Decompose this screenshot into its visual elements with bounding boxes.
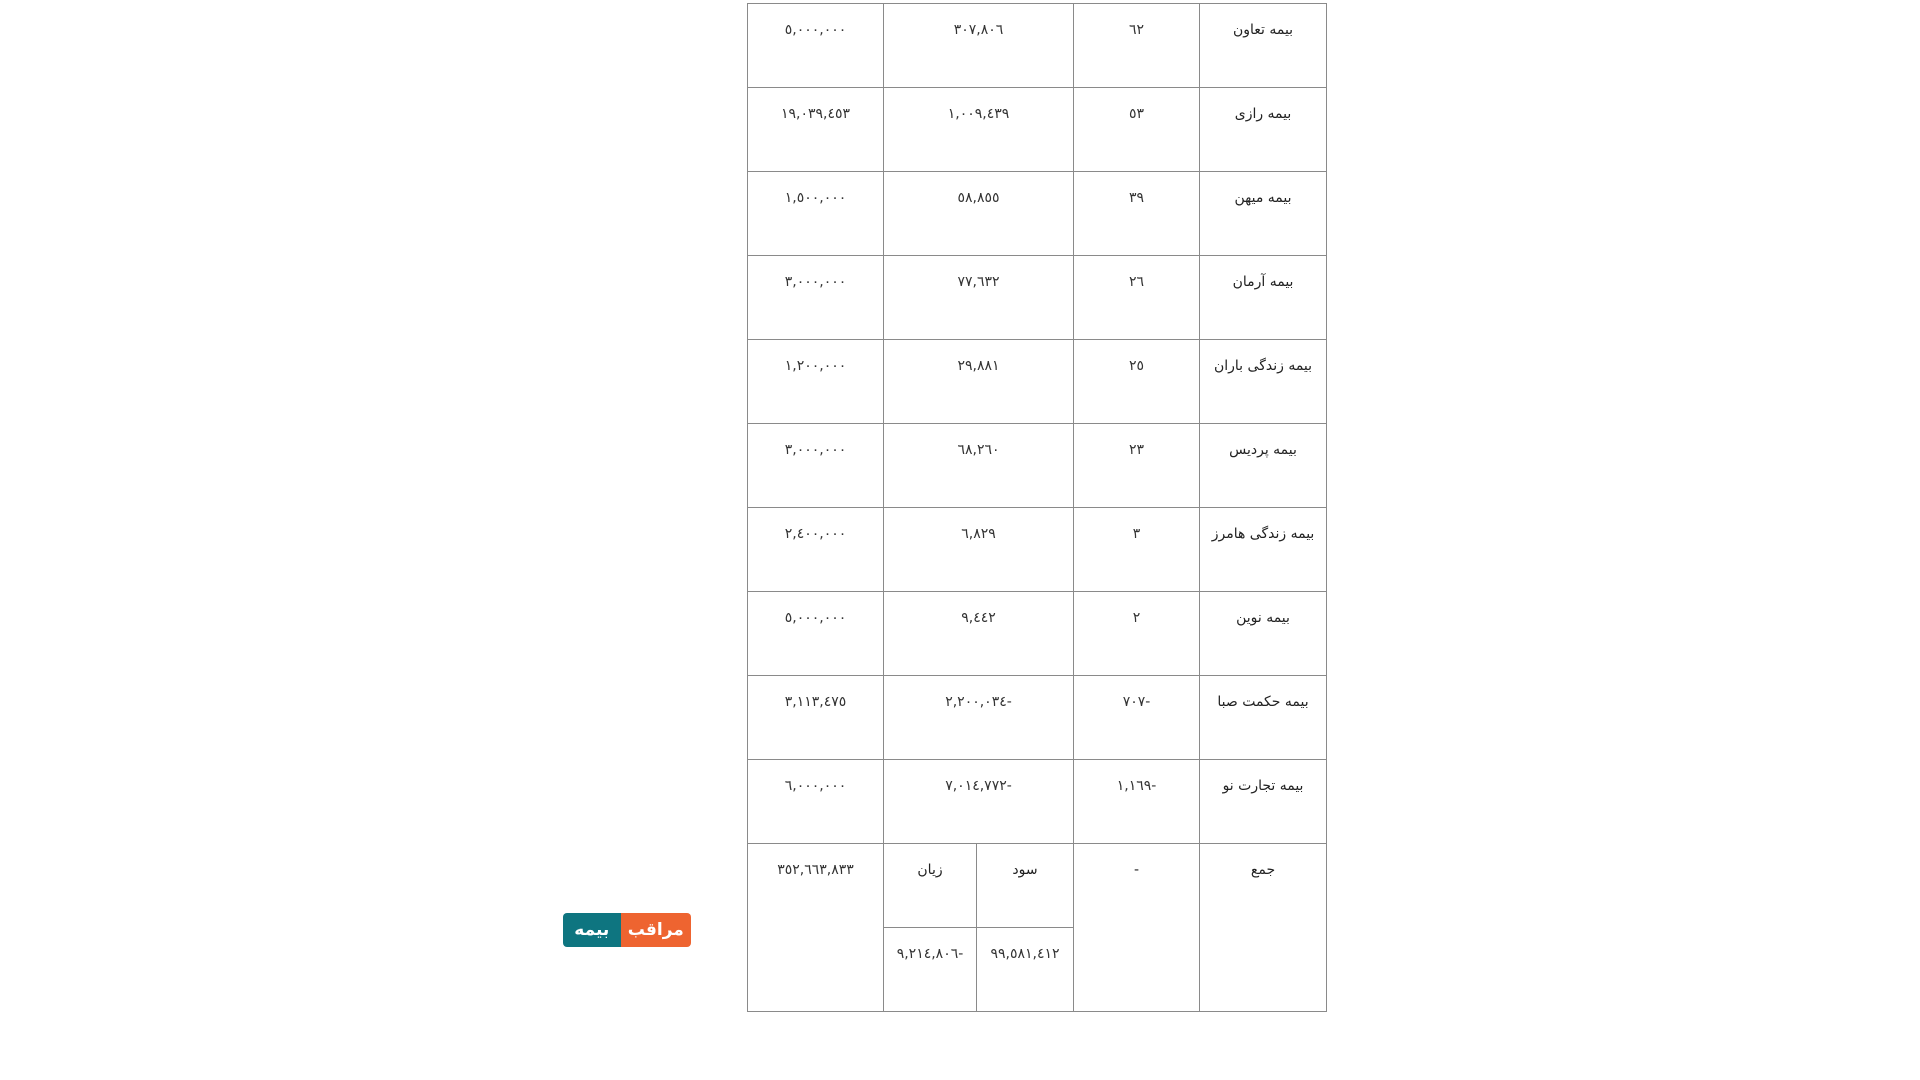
cell-capital: ٣,٠٠٠,٠٠٠ (747, 423, 884, 508)
cell-count: ٢٦ (1073, 255, 1201, 340)
cell-capital: ٣,٠٠٠,٠٠٠ (747, 255, 884, 340)
cell-profit: ٣٠٧,٨٠٦ (882, 3, 1075, 88)
cell-capital: ١,٥٠٠,٠٠٠ (747, 171, 884, 256)
table-row: بیمه زندگی باران ٢٥ ٢٩,٨٨١ ١,٢٠٠,٠٠٠ (747, 339, 1328, 424)
table-row: بیمه آرمان ٢٦ ٧٧,٦٣٢ ٣,٠٠٠,٠٠٠ (747, 255, 1328, 340)
total-values-row: ٩٩,٥٨١,٤١٢ -٩,٢١٤,٨٠٦ (748, 927, 1327, 1012)
table-body: بیمه تعاون ٦٢ ٣٠٧,٨٠٦ ٥,٠٠٠,٠٠٠ بیمه رازی ٥٣ ١… (747, 3, 1328, 1012)
cell-company-name: بیمه زندگی هامرز (1199, 507, 1328, 592)
total-profit: ٩٩,٥٨١,٤١٢ (976, 927, 1075, 1012)
cell-company-name: بیمه نوین (1199, 591, 1328, 676)
table-row: بیمه حکمت صبا -٧٠٧ -٢,٢٠٠,٠٣٤ ٣,١١٣,٤٧٥ (747, 675, 1328, 760)
cell-count: -١,١٦٩ (1073, 759, 1201, 844)
cell-count: -٧٠٧ (1073, 675, 1201, 760)
cell-company-name: بیمه آرمان (1199, 255, 1328, 340)
cell-profit: ١,٠٠٩,٤٣٩ (882, 87, 1075, 172)
cell-count: ٦٢ (1073, 3, 1201, 88)
cell-count: ٣ (1073, 507, 1201, 592)
table-row: بیمه تعاون ٦٢ ٣٠٧,٨٠٦ ٥,٠٠٠,٠٠٠ (747, 3, 1328, 88)
cell-company-name: بیمه میهن (1199, 171, 1328, 256)
table-row: بیمه پردیس ٢٣ ٦٨,٢٦٠ ٣,٠٠٠,٠٠٠ (747, 423, 1328, 508)
table-row: بیمه میهن ٣٩ ٥٨,٨٥٥ ١,٥٠٠,٠٠٠ (747, 171, 1328, 256)
table-row: بیمه زندگی هامرز ٣ ٦,٨٢٩ ٢,٤٠٠,٠٠٠ (747, 507, 1328, 592)
cell-company-name: بیمه رازی (1199, 87, 1328, 172)
total-loss: -٩,٢١٤,٨٠٦ (882, 927, 978, 1012)
cell-count: ٢٥ (1073, 339, 1201, 424)
cell-capital: ٥,٠٠٠,٠٠٠ (747, 591, 884, 676)
moraghebe-bimeh-logo: بیمه مراقب (563, 913, 691, 947)
cell-profit: ٦٨,٢٦٠ (882, 423, 1075, 508)
insurance-table: بیمه تعاون ٦٢ ٣٠٧,٨٠٦ ٥,٠٠٠,٠٠٠ بیمه رازی ٥٣ ١… (747, 3, 1328, 1012)
total-loss-label: زیان (882, 843, 978, 928)
cell-profit: ٦,٨٢٩ (882, 507, 1075, 592)
cell-capital: ٢,٤٠٠,٠٠٠ (747, 507, 884, 592)
cell-capital: ٦,٠٠٠,٠٠٠ (747, 759, 884, 844)
logo-left: بیمه (563, 913, 621, 947)
cell-company-name: بیمه حکمت صبا (1199, 675, 1328, 760)
table-row: بیمه رازی ٥٣ ١,٠٠٩,٤٣٩ ١٩,٠٣٩,٤٥٣ (747, 87, 1328, 172)
cell-count: ٥٣ (1073, 87, 1201, 172)
total-count: - (1073, 843, 1201, 1012)
cell-count: ٢٣ (1073, 423, 1201, 508)
cell-count: ٣٩ (1073, 171, 1201, 256)
cell-profit: ٢٩,٨٨١ (882, 339, 1075, 424)
cell-profit: ٥٨,٨٥٥ (882, 171, 1075, 256)
table-row: بیمه تجارت نو -١,١٦٩ -٧,٠١٤,٧٧٢ ٦,٠٠٠,٠٠٠ (747, 759, 1328, 844)
cell-capital: ٥,٠٠٠,٠٠٠ (747, 3, 884, 88)
cell-profit: -٧,٠١٤,٧٧٢ (882, 759, 1075, 844)
cell-company-name: بیمه زندگی باران (1199, 339, 1328, 424)
total-row: جمع - سود زیان ٣٥٢,٦٦٣,٨٣٣ (747, 843, 1328, 1012)
cell-capital: ١٩,٠٣٩,٤٥٣ (747, 87, 884, 172)
logo-right: مراقب (620, 913, 691, 947)
cell-profit: ٩,٤٤٢ (882, 591, 1075, 676)
cell-company-name: بیمه پردیس (1199, 423, 1328, 508)
cell-company-name: بیمه تعاون (1199, 3, 1328, 88)
cell-profit: -٢,٢٠٠,٠٣٤ (882, 675, 1075, 760)
cell-capital: ٣,١١٣,٤٧٥ (747, 675, 884, 760)
total-profit-label: سود (976, 843, 1075, 928)
cell-capital: ١,٢٠٠,٠٠٠ (747, 339, 884, 424)
table-row: بیمه نوین ٢ ٩,٤٤٢ ٥,٠٠٠,٠٠٠ (747, 591, 1328, 676)
total-capital: ٣٥٢,٦٦٣,٨٣٣ (747, 843, 884, 1012)
cell-profit: ٧٧,٦٣٢ (882, 255, 1075, 340)
total-label: جمع (1199, 843, 1328, 1012)
cell-company-name: بیمه تجارت نو (1199, 759, 1328, 844)
cell-count: ٢ (1073, 591, 1201, 676)
